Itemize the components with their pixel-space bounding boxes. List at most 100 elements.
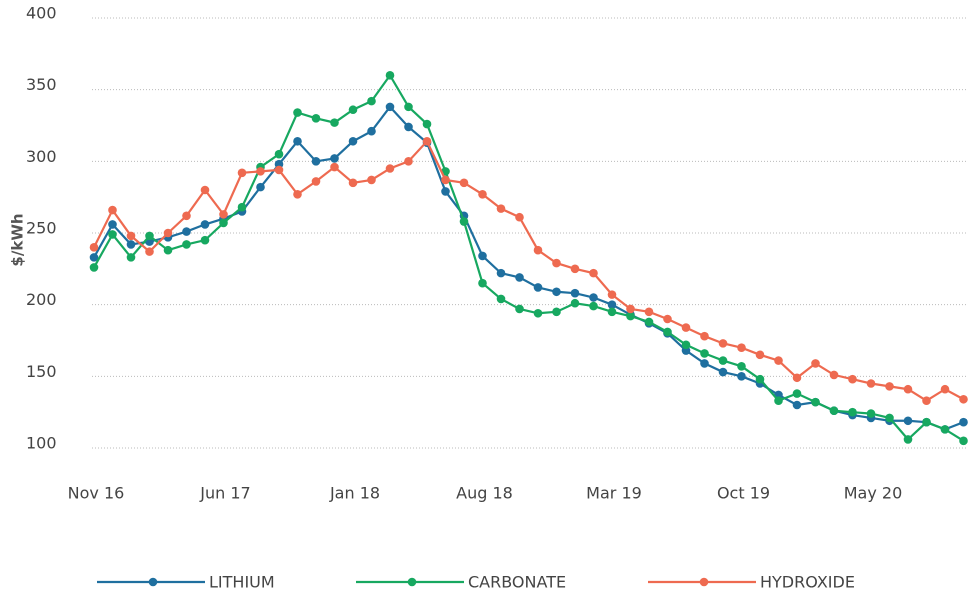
legend-marker	[699, 577, 709, 587]
data-point	[700, 331, 709, 341]
data-point	[922, 417, 931, 427]
data-point	[607, 307, 617, 317]
data-point	[311, 114, 321, 123]
data-point	[866, 409, 876, 418]
x-tick-label: Aug 18	[456, 484, 513, 503]
data-point	[885, 413, 894, 423]
y-tick-label: 150	[26, 362, 57, 381]
legend-label: LITHIUM	[209, 573, 275, 592]
data-point	[829, 406, 839, 416]
data-point	[182, 227, 191, 236]
data-point	[182, 211, 191, 221]
data-point	[459, 178, 469, 188]
data-point	[515, 304, 524, 314]
legend-label: CARBONATE	[468, 573, 566, 592]
data-point	[607, 300, 617, 309]
data-point	[700, 359, 709, 368]
data-point	[404, 157, 413, 166]
data-point	[348, 136, 358, 146]
data-point	[274, 165, 284, 175]
data-point	[89, 243, 99, 252]
data-point	[940, 384, 950, 394]
data-point	[644, 307, 654, 317]
data-point	[552, 287, 561, 297]
data-point	[718, 367, 728, 377]
data-point	[330, 118, 339, 127]
data-point	[811, 397, 820, 407]
x-tick-label: Jan 18	[329, 484, 380, 503]
data-point	[311, 157, 321, 166]
data-point	[200, 220, 210, 229]
data-point	[108, 230, 117, 239]
data-point	[348, 178, 358, 188]
data-point	[718, 356, 728, 365]
data-point	[663, 327, 672, 337]
data-point	[126, 240, 136, 249]
data-point	[792, 373, 802, 383]
data-point	[274, 149, 284, 159]
data-point	[903, 435, 913, 444]
series-line	[93, 105, 964, 431]
data-point	[311, 177, 321, 186]
data-point	[163, 245, 173, 255]
data-point	[330, 162, 339, 172]
data-point	[478, 251, 487, 261]
data-point	[570, 288, 580, 298]
y-tick-label: 200	[26, 290, 57, 309]
data-point	[570, 264, 580, 274]
data-point	[385, 164, 395, 173]
data-point	[811, 359, 820, 368]
data-point	[681, 323, 691, 332]
data-point	[589, 293, 598, 302]
data-point	[256, 167, 265, 176]
data-point	[663, 314, 672, 324]
legend-label: HYDROXIDE	[760, 573, 855, 592]
data-point	[145, 231, 154, 241]
data-point	[496, 294, 506, 304]
data-point	[108, 205, 117, 215]
series-line	[93, 139, 965, 402]
data-point	[441, 175, 450, 185]
y-axis-label: $/kWh	[9, 213, 27, 266]
data-point	[533, 308, 543, 318]
data-point	[385, 71, 395, 80]
data-point	[737, 362, 746, 371]
y-tick-label: 250	[26, 219, 57, 238]
data-point	[404, 102, 413, 112]
data-point	[293, 136, 302, 146]
data-point	[626, 311, 635, 321]
x-tick-label: Mar 19	[586, 484, 642, 503]
data-point	[681, 340, 691, 350]
data-point	[774, 356, 783, 365]
data-point	[829, 370, 839, 380]
data-point	[533, 245, 543, 255]
data-point	[885, 382, 894, 391]
data-point	[755, 374, 765, 384]
data-point	[237, 202, 247, 212]
data-point	[478, 190, 487, 199]
data-point	[219, 218, 228, 228]
data-point	[700, 349, 709, 358]
data-point	[367, 175, 376, 185]
data-point	[478, 278, 487, 288]
data-point	[182, 240, 191, 249]
data-point	[774, 396, 783, 406]
data-point	[533, 283, 543, 292]
data-point	[422, 136, 432, 146]
data-point	[515, 273, 524, 282]
data-point	[959, 417, 968, 427]
data-point	[737, 372, 746, 381]
x-tick-label: Nov 16	[68, 484, 125, 503]
data-point	[108, 220, 117, 229]
data-point	[293, 108, 302, 117]
data-point	[589, 301, 598, 311]
data-point	[589, 268, 598, 278]
y-tick-label: 350	[26, 75, 57, 94]
data-point	[940, 425, 950, 434]
data-point	[367, 96, 376, 106]
data-point	[219, 210, 228, 219]
data-point	[644, 317, 654, 327]
data-point	[959, 436, 968, 446]
y-tick-label: 100	[26, 434, 57, 453]
